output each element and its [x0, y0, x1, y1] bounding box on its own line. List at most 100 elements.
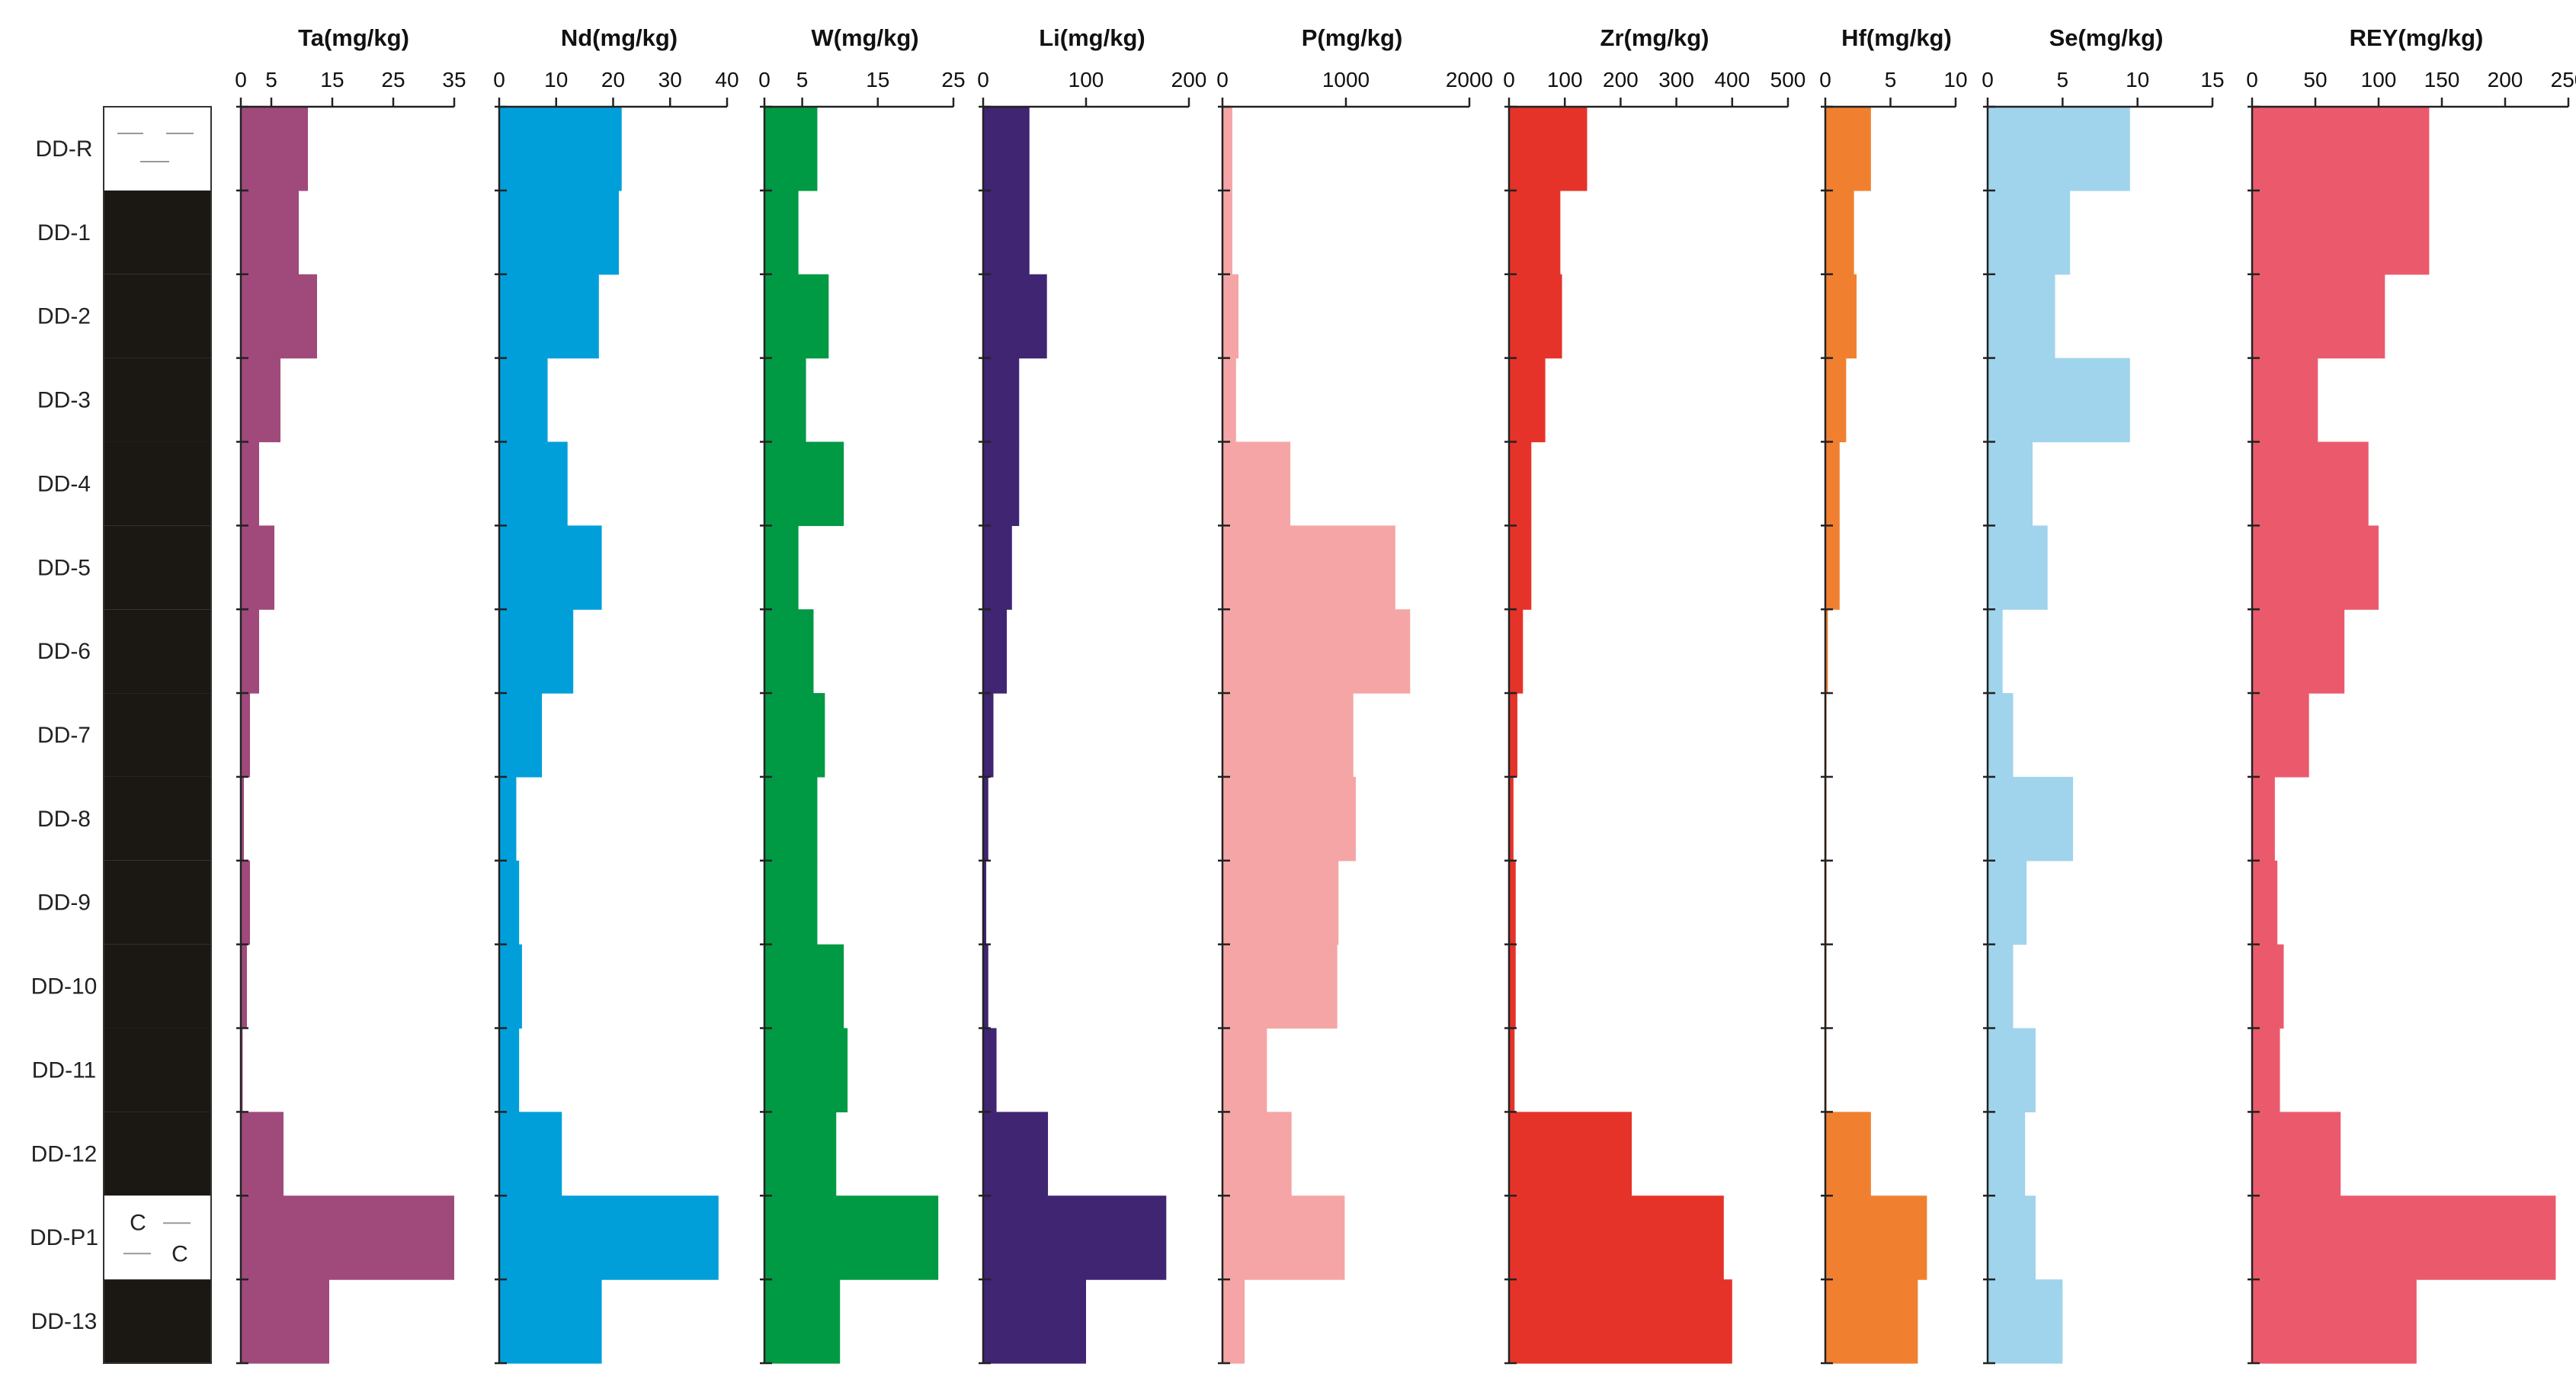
bar-DD-1	[983, 190, 1030, 275]
bar-DD-10	[241, 944, 247, 1029]
lithology-layer-coal	[104, 525, 211, 610]
panel-ta: 0 5 15 25 35 Ta(mg/kg)	[235, 24, 466, 1365]
x-tick-label: 200	[1603, 68, 1639, 91]
bar-DD-6	[241, 609, 259, 694]
bar-DD-5	[1222, 525, 1395, 610]
panel-title: Nd(mg/kg)	[561, 24, 678, 51]
lithology-layer-coal	[104, 609, 211, 694]
x-tick-label: 0	[1503, 68, 1515, 91]
bar-DD-11	[1222, 1028, 1267, 1112]
bar-DD-5	[1825, 525, 1840, 610]
bar-DD-1	[1988, 190, 2071, 275]
panel-title: REY(mg/kg)	[2350, 24, 2484, 51]
bar-DD-7	[1988, 693, 2014, 778]
bar-DD-1	[1509, 190, 1561, 275]
bar-DD-9	[499, 860, 520, 945]
bar-DD-R	[241, 107, 308, 191]
bar-DD-1	[241, 190, 299, 275]
bar-DD-6	[499, 609, 574, 694]
x-tick-label: 500	[1770, 68, 1806, 91]
sample-label: DD-R	[36, 136, 93, 162]
bar-DD-13	[1222, 1279, 1245, 1364]
carbonaceous-symbol: C	[171, 1241, 188, 1266]
x-tick-label: 300	[1658, 68, 1694, 91]
bar-DD-1	[1825, 190, 1854, 275]
lithology-layer-coal	[104, 190, 211, 274]
bar-DD-R	[1825, 107, 1871, 191]
sample-label: DD-6	[37, 639, 91, 664]
x-tick-label: 5	[2057, 68, 2069, 91]
bar-DD-13	[1825, 1279, 1918, 1364]
sample-label: DD-3	[37, 388, 91, 413]
bar-DD-12	[1222, 1112, 1292, 1196]
bar-DD-P1	[1825, 1195, 1927, 1280]
panel-title: Zr(mg/kg)	[1600, 24, 1709, 51]
bar-DD-8	[499, 776, 517, 862]
bar-DD-6	[1509, 609, 1523, 694]
bar-DD-5	[241, 525, 274, 610]
bar-DD-6	[1988, 609, 2003, 694]
bar-DD-5	[1988, 525, 2048, 610]
bar-DD-8	[983, 776, 988, 862]
x-tick-label: 0	[2246, 68, 2258, 91]
bar-DD-P1	[2252, 1195, 2556, 1280]
bar-DD-13	[983, 1279, 1086, 1364]
bar-DD-9	[1509, 860, 1516, 945]
lithology-layer-coal	[104, 860, 211, 945]
panel-p: 0 1000 2000 P(mg/kg)	[1216, 24, 1493, 1365]
lithology-layer-coal	[104, 358, 211, 442]
bar-DD-P1	[764, 1195, 939, 1280]
bar-DD-3	[1988, 358, 2130, 443]
bar-DD-3	[499, 358, 548, 443]
bar-DD-13	[241, 1279, 329, 1364]
sample-label: DD-P1	[30, 1225, 98, 1250]
x-tick-label: 2000	[1446, 68, 1493, 91]
panel-title: Hf(mg/kg)	[1841, 24, 1952, 51]
bar-DD-7	[764, 693, 825, 778]
lithology-layer-coal	[104, 1279, 211, 1363]
bar-DD-13	[1988, 1279, 2063, 1364]
bar-DD-12	[241, 1112, 284, 1196]
bar-DD-1	[1222, 190, 1232, 275]
bar-DD-11	[764, 1028, 848, 1112]
bar-DD-3	[1825, 358, 1847, 443]
x-tick-label: 0	[1819, 68, 1831, 91]
bar-DD-2	[983, 274, 1047, 359]
x-tick-label: 15	[320, 68, 344, 91]
x-tick-label: 150	[2424, 68, 2460, 91]
bar-DD-4	[2252, 441, 2369, 526]
bar-DD-4	[1988, 441, 2033, 526]
x-tick-label: 25	[941, 68, 965, 91]
bar-DD-10	[1509, 944, 1516, 1029]
x-tick-label: 0	[1216, 68, 1229, 91]
bar-DD-R	[983, 107, 1030, 191]
bar-DD-12	[1509, 1112, 1632, 1196]
panel-hf: 0 5 10 Hf(mg/kg)	[1819, 24, 1968, 1365]
lithology-layer-coal	[104, 441, 211, 526]
sample-label: DD-9	[37, 890, 91, 916]
bar-DD-7	[1222, 693, 1354, 778]
bar-DD-4	[1509, 441, 1532, 526]
bar-DD-5	[764, 525, 799, 610]
panel-zr: 0 100 200 300 400 500 Zr(mg/kg)	[1503, 24, 1806, 1365]
bar-DD-11	[2252, 1028, 2280, 1112]
bar-DD-R	[1988, 107, 2130, 191]
bar-DD-6	[1825, 609, 1828, 694]
bar-DD-7	[499, 693, 543, 778]
bar-DD-1	[499, 190, 619, 275]
x-tick-label: 10	[544, 68, 568, 91]
bar-DD-6	[2252, 609, 2345, 694]
bar-DD-P1	[241, 1195, 454, 1280]
lithology-layer-coal	[104, 776, 211, 861]
bar-DD-9	[1988, 860, 2027, 945]
bar-DD-8	[1509, 776, 1514, 862]
bar-DD-P1	[1988, 1195, 2036, 1280]
bar-DD-2	[1222, 274, 1239, 359]
panel-li: 0 100 200 Li(mg/kg)	[977, 24, 1206, 1365]
bar-DD-7	[983, 693, 994, 778]
sample-labels: DD-R DD-1 DD-2 DD-3 DD-4 DD-5 DD-6 DD-7 DD-8 DD-9…	[30, 136, 98, 1334]
bar-DD-4	[764, 441, 844, 526]
bar-DD-8	[241, 776, 244, 862]
x-tick-label: 5	[265, 68, 277, 91]
